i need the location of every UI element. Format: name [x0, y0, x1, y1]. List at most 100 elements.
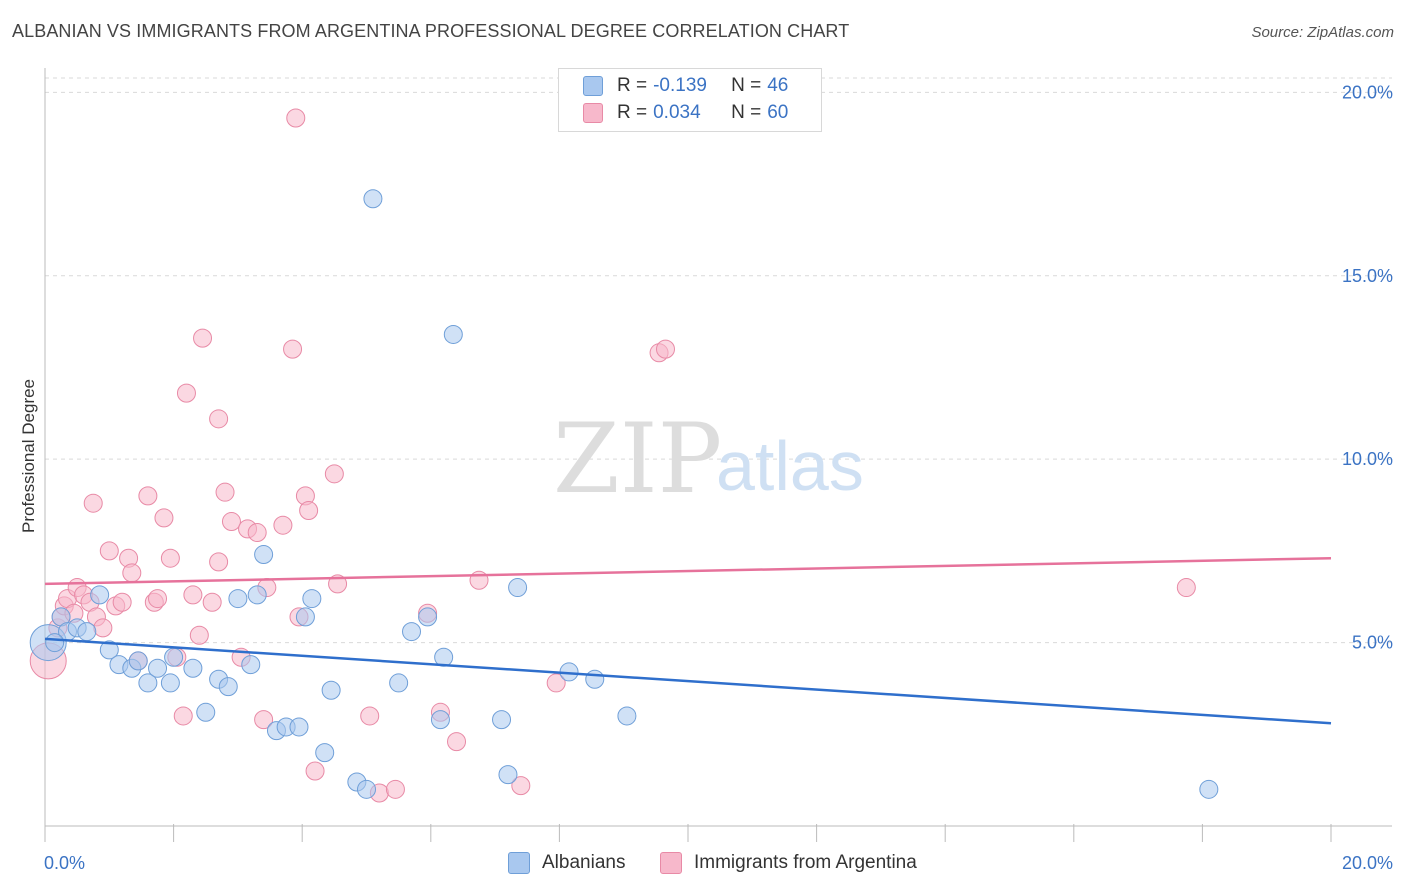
albanians-point	[508, 578, 528, 598]
argentina-point	[160, 548, 180, 568]
argentina-point	[511, 776, 531, 796]
argentina-point	[154, 508, 174, 528]
legend-label-albanians: Albanians	[542, 852, 626, 873]
argentina-point	[299, 501, 319, 521]
albanians-point	[302, 589, 322, 609]
argentina-point	[221, 512, 241, 532]
argentina-point	[324, 464, 344, 484]
y-tick-label: 5.0%	[1352, 633, 1393, 653]
legend-item-argentina[interactable]: Immigrants from Argentina	[660, 852, 917, 874]
watermark-atlas: atlas	[716, 427, 864, 505]
x-tick-label: 0.0%	[44, 853, 85, 873]
argentina-point	[93, 618, 113, 638]
albanians-point	[45, 633, 65, 653]
legend-row-argentina: R = 0.034 N = 60	[583, 100, 788, 126]
argentina-point	[189, 625, 209, 645]
legend-r-label: R =	[617, 102, 648, 123]
legend-swatch-argentina	[660, 852, 682, 874]
albanians-point	[363, 189, 383, 209]
argentina-point	[286, 108, 306, 128]
argentina-point	[1176, 578, 1196, 598]
argentina-point	[305, 761, 325, 781]
legend-swatch-albanians	[583, 76, 603, 96]
legend-row-albanians: R = -0.139 N = 46	[583, 73, 788, 99]
trend-lines	[44, 556, 1332, 725]
argentina-point	[215, 482, 235, 502]
albanians-point	[498, 765, 518, 785]
argentina-point	[112, 592, 132, 612]
y-axis-label: Professional Degree	[19, 379, 38, 533]
argentina-point	[183, 585, 203, 605]
albanians-point	[218, 677, 238, 697]
albanians-point	[247, 585, 267, 605]
argentina-point	[138, 486, 158, 506]
albanians-point	[90, 585, 110, 605]
source-label: Source: ZipAtlas.com	[1251, 24, 1394, 41]
albanians-point	[148, 658, 168, 678]
legend-item-albanians[interactable]: Albanians	[508, 852, 625, 874]
albanians-point	[418, 607, 438, 627]
correlation-legend: R = -0.139 N = 46 R = 0.034 N = 60	[558, 68, 822, 132]
legend-n-value: 46	[767, 75, 789, 96]
legend-r-value: -0.139	[653, 75, 707, 96]
watermark-zip: ZIP	[553, 403, 722, 515]
albanians-point	[241, 655, 261, 675]
albanians-point	[254, 545, 274, 565]
albanians-point	[128, 651, 148, 671]
grid-lines	[45, 77, 1392, 644]
trend-line-albanians	[44, 637, 1332, 725]
y-tick-label: 10.0%	[1342, 449, 1393, 469]
albanians-point	[295, 607, 315, 627]
albanians-point	[99, 640, 119, 660]
argentina-point	[283, 339, 303, 359]
argentina-point	[209, 552, 229, 572]
albanians-point	[138, 673, 158, 693]
legend-n-value: 60	[767, 102, 789, 123]
legend-label-argentina: Immigrants from Argentina	[694, 852, 917, 873]
albanians-point	[164, 647, 184, 667]
albanians-point	[357, 779, 376, 799]
argentina-point	[385, 779, 405, 799]
series-albanians-points	[29, 189, 1219, 799]
argentina-point	[99, 541, 119, 561]
argentina-point	[122, 563, 142, 583]
legend-r-label: R =	[617, 75, 648, 96]
albanians-point	[160, 673, 180, 693]
argentina-point	[209, 409, 229, 429]
legend-n-label: N =	[731, 75, 762, 96]
albanians-point	[402, 622, 422, 642]
argentina-point	[148, 589, 168, 609]
tick-labels: 5.0% 10.0% 15.0% 20.0% 0.0% 20.0%	[44, 82, 1393, 873]
argentina-point	[193, 328, 213, 348]
albanians-point	[492, 710, 512, 730]
albanians-point	[289, 717, 309, 737]
argentina-point	[202, 592, 222, 612]
argentina-point	[546, 673, 566, 693]
legend-n-label: N =	[731, 102, 762, 123]
series-legend: Albanians Immigrants from Argentina	[0, 852, 1406, 878]
albanians-point	[1199, 779, 1219, 799]
albanians-point	[430, 710, 450, 730]
trend-line-argentina	[44, 556, 1332, 586]
albanians-point	[321, 680, 341, 700]
x-tick-label: 20.0%	[1342, 853, 1393, 873]
argentina-point	[83, 493, 103, 513]
albanians-point	[443, 324, 463, 344]
argentina-point	[176, 383, 196, 403]
legend-r-value: 0.034	[653, 102, 701, 123]
albanians-point	[585, 669, 605, 689]
argentina-point	[247, 523, 267, 543]
argentina-point	[173, 706, 193, 726]
argentina-point	[254, 710, 274, 730]
albanians-point	[617, 706, 637, 726]
albanians-point	[389, 673, 409, 693]
y-tick-label: 15.0%	[1342, 266, 1393, 286]
chart-title: ALBANIAN VS IMMIGRANTS FROM ARGENTINA PR…	[12, 21, 850, 41]
albanians-point	[315, 743, 335, 763]
albanians-point	[77, 622, 97, 642]
albanians-point	[228, 589, 248, 609]
watermark: ZIP atlas	[553, 403, 864, 515]
legend-swatch-albanians	[508, 852, 530, 874]
argentina-point	[273, 515, 293, 535]
